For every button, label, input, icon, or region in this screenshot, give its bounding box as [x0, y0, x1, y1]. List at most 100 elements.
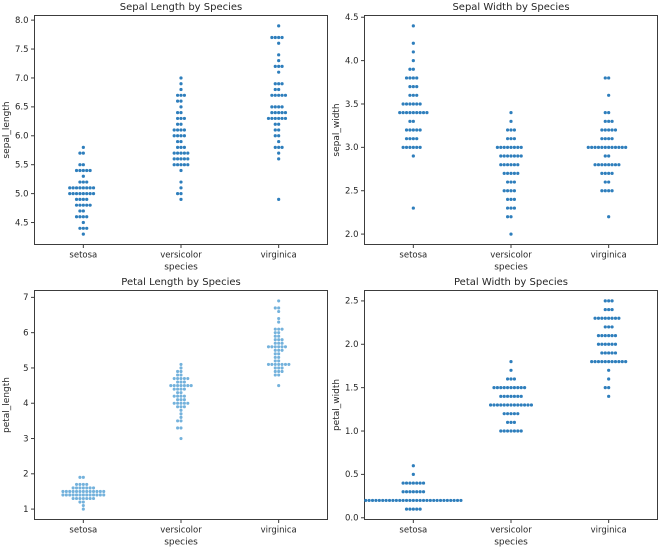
data-point	[411, 154, 415, 158]
data-point	[404, 490, 409, 494]
data-point	[179, 192, 183, 196]
data-point	[438, 498, 443, 503]
data-point	[273, 134, 277, 138]
y-tick-label: 5.5	[15, 160, 29, 170]
data-point	[506, 154, 510, 158]
data-point	[415, 128, 419, 132]
data-point	[411, 464, 415, 468]
data-point	[81, 226, 85, 230]
data-point	[411, 67, 415, 71]
y-tick-label: 1.5	[345, 383, 359, 393]
data-point	[613, 128, 618, 132]
data-point	[74, 192, 79, 196]
data-point	[516, 412, 520, 416]
data-point	[176, 122, 180, 126]
data-point	[277, 345, 281, 349]
data-point	[613, 342, 618, 346]
data-point	[280, 345, 284, 349]
data-point	[411, 472, 415, 476]
data-point	[176, 139, 180, 144]
data-point	[449, 498, 453, 503]
data-point	[169, 384, 173, 388]
data-point	[492, 386, 496, 390]
data-point	[78, 168, 82, 173]
y-tick-label: 7	[23, 293, 28, 303]
data-point	[182, 394, 186, 398]
data-point	[277, 341, 281, 345]
data-point	[287, 362, 291, 366]
x-axis-label: species	[494, 538, 528, 548]
data-point	[270, 35, 274, 40]
data-point	[516, 154, 520, 158]
data-point	[266, 116, 271, 121]
data-point	[277, 309, 281, 314]
data-point	[603, 137, 607, 141]
y-axis-label: petal_width	[332, 379, 342, 431]
data-point	[85, 215, 89, 219]
data-point	[91, 489, 96, 493]
y-tick-label: 7.0	[15, 74, 29, 84]
data-point	[519, 429, 523, 433]
data-point	[512, 386, 516, 390]
data-point	[418, 128, 422, 132]
data-point	[176, 369, 180, 374]
x-tick-label: setosa	[69, 251, 97, 261]
data-point	[516, 429, 520, 433]
y-tick-label: 2.5	[345, 297, 359, 307]
data-point	[620, 145, 624, 149]
data-point	[176, 128, 180, 132]
data-point	[499, 154, 503, 158]
data-point	[516, 394, 520, 398]
data-point	[387, 498, 392, 503]
data-point	[404, 111, 409, 115]
data-point	[600, 342, 604, 346]
data-point	[398, 111, 402, 115]
data-point	[509, 119, 513, 123]
data-point	[283, 93, 288, 97]
data-point	[603, 189, 607, 193]
data-point	[179, 419, 183, 423]
data-point	[179, 391, 183, 395]
data-point	[81, 482, 85, 486]
data-point	[78, 180, 82, 184]
data-point	[506, 171, 510, 175]
data-point	[512, 154, 516, 158]
data-point	[391, 498, 395, 503]
data-point	[415, 102, 419, 106]
data-point	[273, 327, 277, 331]
data-point	[404, 137, 409, 141]
data-point	[280, 338, 284, 342]
data-point	[516, 163, 520, 167]
data-point	[519, 154, 523, 158]
data-point	[179, 151, 183, 155]
data-point	[280, 145, 284, 149]
data-point	[421, 111, 426, 115]
data-point	[607, 307, 611, 312]
data-point	[85, 192, 89, 196]
x-tick-label: versicolor	[160, 251, 202, 261]
data-point	[425, 498, 429, 503]
data-point	[617, 360, 621, 364]
data-point	[273, 35, 277, 40]
data-point	[411, 490, 415, 494]
data-point	[492, 403, 496, 407]
data-point	[74, 215, 79, 219]
data-point	[179, 387, 183, 391]
data-point	[81, 192, 85, 196]
data-point	[459, 498, 463, 503]
y-tick-label: 2	[23, 470, 28, 480]
data-point	[85, 226, 89, 230]
data-point	[176, 157, 180, 161]
data-point	[506, 377, 510, 381]
data-point	[401, 498, 405, 503]
data-point	[603, 119, 607, 123]
y-tick-label: 2.5	[345, 187, 359, 197]
data-point	[88, 489, 92, 493]
data-point	[408, 507, 412, 511]
data-point	[88, 486, 92, 490]
data-point	[455, 498, 460, 503]
data-point	[88, 496, 92, 501]
data-point	[607, 351, 611, 355]
data-point	[277, 64, 281, 68]
